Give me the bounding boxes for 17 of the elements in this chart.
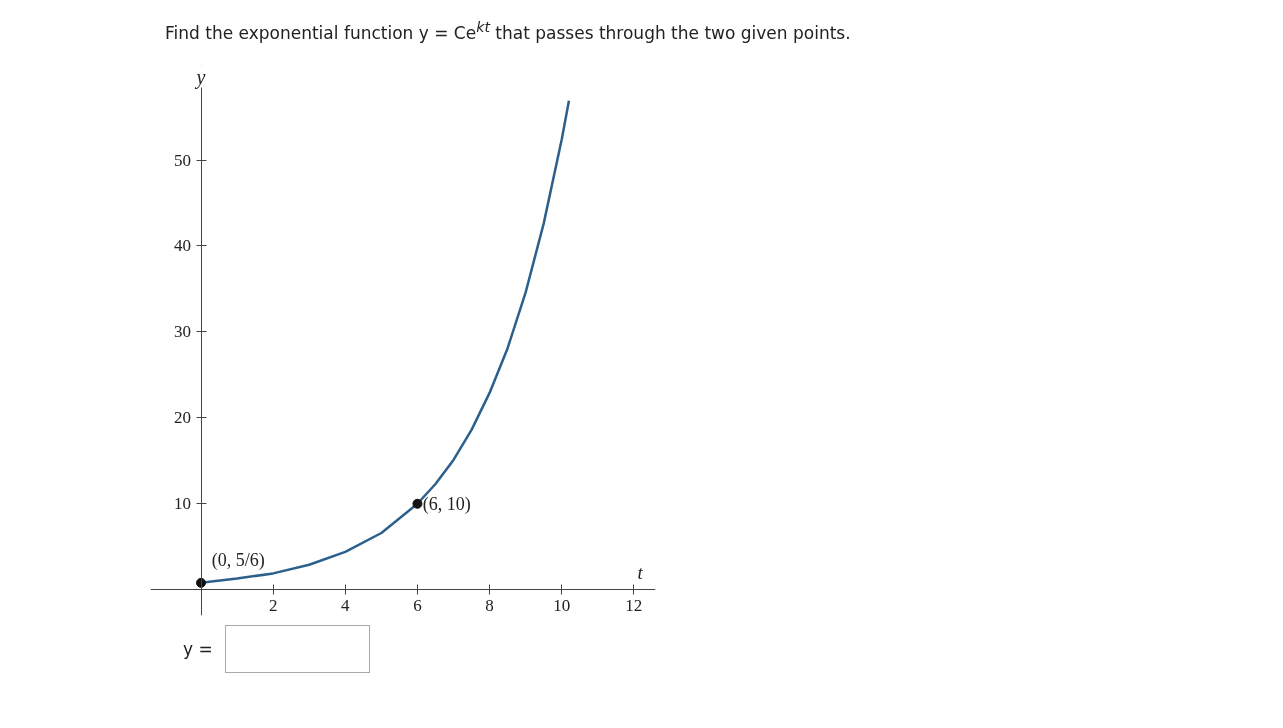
text: y = bbox=[183, 637, 213, 661]
chart-title: Find the exponential function y = Ce$^{kt}$ that passes through the two given points. bbox=[164, 18, 851, 45]
annotation: (0, 5/6) bbox=[211, 549, 265, 571]
annotation: (6, 10) bbox=[422, 493, 471, 515]
y-tick-label: 30 bbox=[174, 322, 191, 342]
y-axis-title: y bbox=[194, 65, 206, 89]
y-tick-label: 50 bbox=[174, 150, 191, 170]
x-tick-label: 8 bbox=[485, 595, 494, 615]
x-tick-label: 2 bbox=[268, 595, 278, 615]
y-tick-label: 10 bbox=[174, 494, 191, 514]
x-tick-label: 10 bbox=[553, 595, 571, 615]
x-tick-label: 12 bbox=[625, 595, 643, 615]
x-tick-label: 4 bbox=[341, 595, 351, 615]
x-axis-title: t bbox=[637, 561, 644, 583]
y-tick-label: 40 bbox=[174, 236, 191, 256]
x-tick-label: 6 bbox=[413, 595, 422, 615]
y-tick-label: 20 bbox=[174, 408, 191, 428]
